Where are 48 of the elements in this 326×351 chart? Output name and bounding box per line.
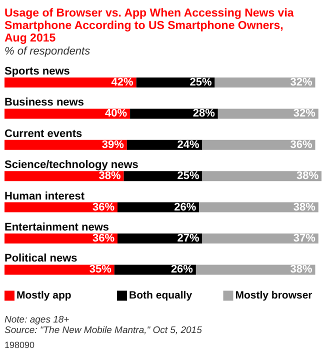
bar xyxy=(196,264,316,275)
data-label: 26% xyxy=(174,201,196,214)
bar xyxy=(4,202,118,212)
y-tick-label: Entertainment news xyxy=(4,222,110,234)
y-tick-label: Current events xyxy=(4,128,82,140)
data-label: 37% xyxy=(293,232,316,244)
bar xyxy=(4,264,114,275)
data-label: 32% xyxy=(293,108,316,120)
bar xyxy=(202,234,318,244)
data-label: 40% xyxy=(105,108,128,120)
bar xyxy=(4,171,124,182)
legend-label: Both equally xyxy=(129,290,192,302)
y-tick-label: Sports news xyxy=(4,66,70,78)
bar xyxy=(4,78,136,88)
text: 198090 xyxy=(4,340,35,350)
legend-label: Mostly browser xyxy=(235,290,312,302)
chart-title: Usage of Browser vs. App When Accessing News via Smartphone According to US Smartphone Owners, Aug 2015 xyxy=(4,8,294,44)
legend-label: Mostly app xyxy=(16,290,72,302)
data-label: 36% xyxy=(92,201,115,214)
data-label: 38% xyxy=(98,170,121,182)
text: Note: ages 18+ xyxy=(4,314,70,326)
bar xyxy=(199,202,318,212)
data-label: 27% xyxy=(177,232,200,244)
data-label: 38% xyxy=(296,170,319,182)
bar xyxy=(4,140,127,150)
data-label: 24% xyxy=(177,138,200,151)
y-tick-label: Political news xyxy=(4,252,78,265)
data-label: 26% xyxy=(170,264,194,276)
data-label: 36% xyxy=(92,232,115,244)
y-tick-label: Human interest xyxy=(4,190,85,202)
data-label: 38% xyxy=(290,264,312,276)
data-label: 25% xyxy=(177,170,200,182)
chart-subtitle: % of respondents xyxy=(4,46,91,58)
data-label: 36% xyxy=(290,138,312,151)
data-label: 39% xyxy=(102,138,124,151)
data-label: 38% xyxy=(293,201,316,214)
bar xyxy=(202,140,316,150)
source-note: Source: "The New Mobile Mantra," Oct 5, 2015 xyxy=(4,325,203,336)
data-label: 35% xyxy=(89,264,112,276)
bar xyxy=(4,234,118,244)
data-label: 28% xyxy=(192,108,216,120)
y-tick-label: Science/technology news xyxy=(4,159,138,172)
y-tick-label: Business news xyxy=(4,96,84,109)
bar xyxy=(4,108,130,119)
data-label: 42% xyxy=(111,76,134,88)
data-label: 32% xyxy=(290,76,312,88)
bar xyxy=(202,171,322,182)
data-label: 25% xyxy=(190,76,212,88)
